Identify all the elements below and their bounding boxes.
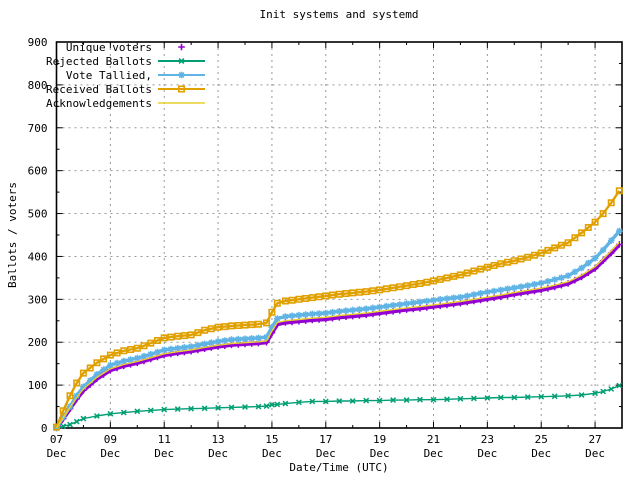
legend-label: Rejected Ballots: [46, 55, 152, 68]
legend-label: Acknowledgements: [46, 97, 152, 110]
x-tick-label: Dec: [208, 447, 228, 460]
legend-item-received-ballots: Received Ballots: [46, 83, 205, 96]
x-tick-label: 21: [427, 433, 440, 446]
y-tick-label: 900: [28, 36, 48, 49]
x-tick-label: 07: [50, 433, 63, 446]
legend-label: Unique voters: [66, 41, 152, 54]
legend-item-unique-voters: Unique voters: [66, 41, 185, 54]
x-tick-label: 15: [265, 433, 278, 446]
x-tick-label: Dec: [262, 447, 282, 460]
y-tick-label: 400: [28, 250, 48, 263]
x-tick-label: 09: [104, 433, 117, 446]
x-tick-label: Dec: [424, 447, 444, 460]
y-tick-label: 100: [28, 379, 48, 392]
y-tick-label: 800: [28, 79, 48, 92]
legend-item-vote-tallied: Vote Tallied,: [66, 69, 205, 82]
y-tick-label: 700: [28, 122, 48, 135]
x-tick-label: Dec: [477, 447, 497, 460]
x-axis-label: Date/Time (UTC): [289, 461, 389, 474]
legend-item-acknowledgements: Acknowledgements: [46, 97, 205, 110]
x-tick-label: Dec: [47, 447, 67, 460]
legend-label: Vote Tallied,: [66, 69, 152, 82]
x-tick-label: Dec: [370, 447, 390, 460]
y-tick-label: 300: [28, 293, 48, 306]
x-tick-label: 19: [373, 433, 386, 446]
x-tick-label: 25: [535, 433, 548, 446]
x-tick-label: 13: [211, 433, 224, 446]
x-tick-label: 27: [588, 433, 601, 446]
legend-sample-marker: [178, 85, 185, 93]
x-tick-label: Dec: [316, 447, 336, 460]
x-tick-label: 17: [319, 433, 332, 446]
legend-sample-marker: [178, 43, 185, 51]
y-tick-label: 200: [28, 336, 48, 349]
series-rejected-ballots: [53, 382, 623, 431]
x-tick-label: Dec: [154, 447, 174, 460]
x-tick-label: Dec: [585, 447, 605, 460]
y-tick-label: 500: [28, 208, 48, 221]
y-tick-label: 0: [41, 422, 48, 435]
legend-label: Received Ballots: [46, 83, 152, 96]
legend-sample-marker: [178, 71, 185, 79]
legend-sample-marker: [178, 58, 185, 64]
chart-title: Init systems and systemd: [259, 8, 419, 21]
x-tick-label: Dec: [531, 447, 551, 460]
legend-item-rejected-ballots: Rejected Ballots: [46, 55, 205, 68]
x-tick-label: Dec: [100, 447, 120, 460]
x-tick-labels: 07Dec09Dec11Dec13Dec15Dec17Dec19Dec21Dec…: [47, 433, 605, 460]
x-tick-label: 11: [158, 433, 171, 446]
y-tick-label: 600: [28, 165, 48, 178]
plot-border: [55, 41, 623, 429]
series-received-ballots: [53, 187, 623, 431]
y-tick-labels: 0 100 200 300 400 500 600 700 800 900: [28, 36, 48, 435]
series-acknowledgements: [55, 241, 620, 429]
x-tick-label: 23: [481, 433, 494, 446]
